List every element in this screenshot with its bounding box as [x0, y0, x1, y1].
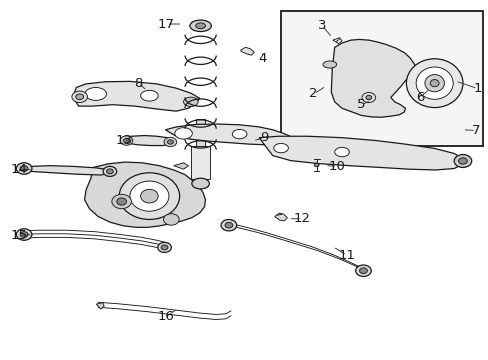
Polygon shape	[195, 119, 205, 146]
Text: 15: 15	[11, 229, 28, 242]
Polygon shape	[122, 135, 173, 145]
Polygon shape	[96, 303, 104, 309]
Ellipse shape	[103, 166, 117, 176]
Text: 1: 1	[472, 82, 481, 95]
Polygon shape	[84, 162, 205, 227]
Text: 7: 7	[471, 124, 479, 137]
Ellipse shape	[161, 245, 167, 250]
Text: 8: 8	[134, 77, 142, 90]
Polygon shape	[165, 124, 293, 145]
Ellipse shape	[130, 181, 168, 211]
Ellipse shape	[163, 214, 179, 225]
Text: 5: 5	[357, 98, 365, 111]
Ellipse shape	[359, 268, 366, 274]
Polygon shape	[190, 146, 210, 179]
Ellipse shape	[355, 265, 370, 276]
Text: 14: 14	[11, 163, 28, 176]
Ellipse shape	[158, 242, 171, 252]
Text: 6: 6	[415, 91, 424, 104]
Ellipse shape	[424, 75, 444, 92]
Text: 2: 2	[309, 87, 317, 100]
Ellipse shape	[106, 169, 113, 174]
Ellipse shape	[334, 147, 348, 157]
Ellipse shape	[232, 130, 246, 139]
Ellipse shape	[195, 23, 205, 29]
Polygon shape	[330, 40, 414, 117]
Polygon shape	[20, 166, 112, 175]
Ellipse shape	[191, 178, 209, 189]
Ellipse shape	[20, 231, 28, 237]
Ellipse shape	[323, 61, 336, 68]
Ellipse shape	[76, 94, 83, 100]
Ellipse shape	[221, 220, 236, 231]
Ellipse shape	[458, 158, 467, 164]
Ellipse shape	[72, 91, 87, 103]
Text: 17: 17	[158, 18, 175, 31]
Text: 16: 16	[158, 310, 175, 323]
Ellipse shape	[167, 140, 173, 144]
Ellipse shape	[16, 229, 32, 240]
Ellipse shape	[141, 189, 158, 203]
Text: 9: 9	[259, 131, 267, 144]
Ellipse shape	[406, 59, 462, 108]
Ellipse shape	[141, 90, 158, 101]
Text: 11: 11	[338, 249, 355, 262]
Ellipse shape	[85, 87, 106, 100]
Text: 3: 3	[318, 19, 326, 32]
Text: 13: 13	[115, 134, 132, 147]
Ellipse shape	[183, 97, 198, 107]
Ellipse shape	[415, 67, 452, 99]
Ellipse shape	[123, 138, 129, 143]
Ellipse shape	[224, 222, 232, 228]
Ellipse shape	[314, 163, 319, 167]
Ellipse shape	[163, 137, 176, 147]
Bar	[281, 12, 483, 146]
Ellipse shape	[361, 93, 375, 103]
Ellipse shape	[365, 95, 371, 100]
Ellipse shape	[112, 194, 131, 209]
Ellipse shape	[429, 80, 438, 87]
Polygon shape	[240, 47, 254, 55]
Polygon shape	[274, 213, 287, 221]
Ellipse shape	[174, 128, 192, 139]
Text: 4: 4	[258, 51, 266, 64]
Ellipse shape	[117, 198, 126, 205]
Ellipse shape	[16, 163, 32, 174]
Polygon shape	[259, 136, 463, 170]
Text: 10: 10	[328, 160, 345, 173]
Ellipse shape	[189, 20, 211, 32]
Text: 12: 12	[293, 212, 310, 225]
Ellipse shape	[119, 173, 179, 220]
Polygon shape	[73, 81, 199, 111]
Polygon shape	[173, 163, 188, 169]
Ellipse shape	[453, 154, 471, 167]
Ellipse shape	[120, 136, 133, 145]
Ellipse shape	[20, 166, 28, 171]
Ellipse shape	[273, 143, 288, 153]
